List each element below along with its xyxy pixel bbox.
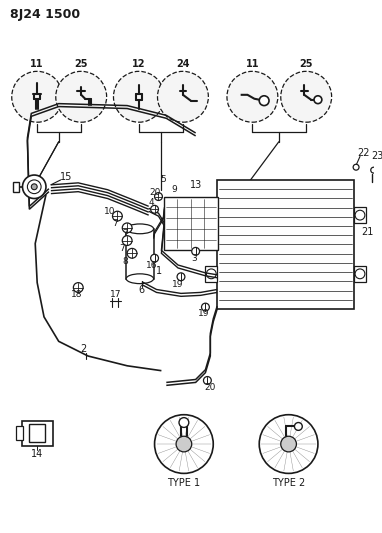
- Circle shape: [155, 192, 162, 200]
- Text: 24: 24: [176, 60, 190, 69]
- Circle shape: [192, 247, 199, 255]
- Bar: [13, 182, 19, 192]
- Bar: [164, 197, 218, 251]
- Text: 4: 4: [149, 198, 154, 207]
- Text: 19: 19: [172, 280, 184, 289]
- Ellipse shape: [126, 274, 154, 284]
- Ellipse shape: [126, 224, 154, 234]
- Circle shape: [155, 415, 213, 473]
- Text: 3: 3: [191, 254, 197, 263]
- Bar: [354, 266, 366, 281]
- Text: 9: 9: [171, 185, 177, 194]
- Circle shape: [176, 436, 192, 452]
- Text: TYPE 1: TYPE 1: [167, 478, 201, 488]
- Circle shape: [113, 71, 164, 122]
- Circle shape: [151, 205, 159, 213]
- Text: 11: 11: [31, 60, 44, 69]
- Bar: [126, 229, 154, 279]
- Circle shape: [355, 269, 365, 279]
- Circle shape: [206, 210, 216, 220]
- Circle shape: [281, 71, 332, 122]
- Text: 18: 18: [71, 290, 82, 299]
- Text: 5: 5: [160, 175, 166, 184]
- Text: 6: 6: [139, 286, 145, 295]
- Circle shape: [122, 236, 132, 246]
- Text: 7: 7: [120, 244, 125, 253]
- Text: 20: 20: [205, 383, 216, 392]
- Text: 8J24 1500: 8J24 1500: [10, 8, 80, 21]
- Text: 13: 13: [189, 180, 202, 190]
- Bar: [16, 426, 23, 440]
- Circle shape: [259, 415, 318, 473]
- Text: 20: 20: [149, 188, 160, 197]
- Circle shape: [206, 269, 216, 279]
- Circle shape: [112, 211, 122, 221]
- Text: 22: 22: [358, 148, 370, 158]
- Circle shape: [204, 376, 211, 384]
- Circle shape: [179, 418, 189, 427]
- Circle shape: [177, 273, 185, 281]
- Circle shape: [202, 303, 209, 311]
- Circle shape: [127, 248, 137, 258]
- Text: 14: 14: [31, 449, 43, 459]
- Circle shape: [259, 96, 269, 106]
- Bar: [217, 180, 354, 309]
- Circle shape: [227, 71, 278, 122]
- Text: 16: 16: [146, 261, 157, 270]
- Text: 17: 17: [110, 290, 121, 299]
- Circle shape: [353, 164, 359, 170]
- Text: 11: 11: [246, 60, 259, 69]
- Text: 19: 19: [198, 310, 209, 318]
- Circle shape: [73, 282, 83, 293]
- Bar: [21, 421, 53, 446]
- Text: 2: 2: [80, 344, 86, 354]
- Circle shape: [56, 71, 107, 122]
- Text: 23: 23: [371, 151, 382, 161]
- Circle shape: [12, 71, 63, 122]
- Circle shape: [122, 223, 132, 233]
- Circle shape: [31, 184, 37, 190]
- Bar: [206, 266, 217, 281]
- Circle shape: [151, 254, 159, 262]
- Text: TYPE 2: TYPE 2: [272, 478, 305, 488]
- Text: 7: 7: [113, 220, 118, 229]
- Text: 7: 7: [122, 229, 128, 238]
- Bar: [29, 424, 45, 442]
- Text: 25: 25: [74, 60, 88, 69]
- Bar: [354, 207, 366, 223]
- Circle shape: [295, 423, 302, 430]
- Bar: [206, 207, 217, 223]
- Circle shape: [23, 175, 46, 198]
- Text: 1: 1: [156, 266, 162, 276]
- Circle shape: [371, 167, 377, 173]
- Text: 8: 8: [122, 256, 128, 265]
- Text: 10: 10: [104, 207, 115, 216]
- Circle shape: [314, 96, 322, 103]
- Circle shape: [355, 210, 365, 220]
- Circle shape: [28, 180, 41, 193]
- Text: 25: 25: [299, 60, 313, 69]
- Circle shape: [281, 436, 296, 452]
- Text: 15: 15: [60, 172, 73, 182]
- Circle shape: [157, 71, 208, 122]
- Text: 21: 21: [362, 227, 374, 237]
- Text: 12: 12: [132, 60, 146, 69]
